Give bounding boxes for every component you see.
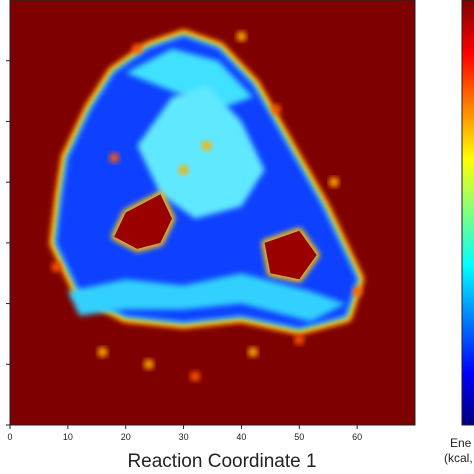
plot-area (9, 0, 416, 426)
x-tick-label: 40 (236, 432, 246, 442)
energy-spot (294, 335, 305, 345)
colorbar: Ene (kcal, (444, 0, 474, 465)
plot-frame (9, 0, 416, 426)
colorbar-gradient (461, 0, 474, 426)
energy-spot (97, 347, 108, 358)
x-tick-label: 0 (7, 432, 12, 442)
colorbar-label-line-2: (kcal, (444, 451, 473, 465)
energy-spot (190, 371, 201, 382)
energy-spot (178, 165, 189, 175)
energy-spot (248, 347, 258, 358)
x-ticks: 0 10 20 30 40 50 60 (7, 425, 362, 442)
energy-spot (236, 31, 247, 42)
heatmap-regions (49, 29, 365, 382)
energy-spot (329, 177, 339, 188)
central-cyan-region (137, 85, 265, 219)
energy-spot (271, 104, 282, 115)
energy-spot (143, 359, 154, 370)
energy-spot (201, 140, 212, 151)
energy-spot (51, 262, 62, 273)
hole-left (114, 194, 172, 249)
x-tick-label: 50 (294, 432, 304, 442)
energy-spot (132, 43, 143, 54)
lower-cyan-band (67, 273, 346, 322)
hole-right (264, 230, 317, 280)
energy-spot (109, 152, 120, 163)
x-tick-label: 20 (121, 432, 131, 442)
x-axis-title: Reaction Coordinate 1 (127, 451, 316, 472)
x-tick-label: 60 (352, 432, 362, 442)
x-tick-label: 10 (63, 432, 73, 442)
colorbar-label-line-1: Ene (450, 436, 472, 450)
top-cyan-band (125, 48, 253, 110)
x-tick-label: 30 (179, 432, 189, 442)
energy-spot (352, 286, 363, 297)
y-ticks (6, 60, 10, 426)
